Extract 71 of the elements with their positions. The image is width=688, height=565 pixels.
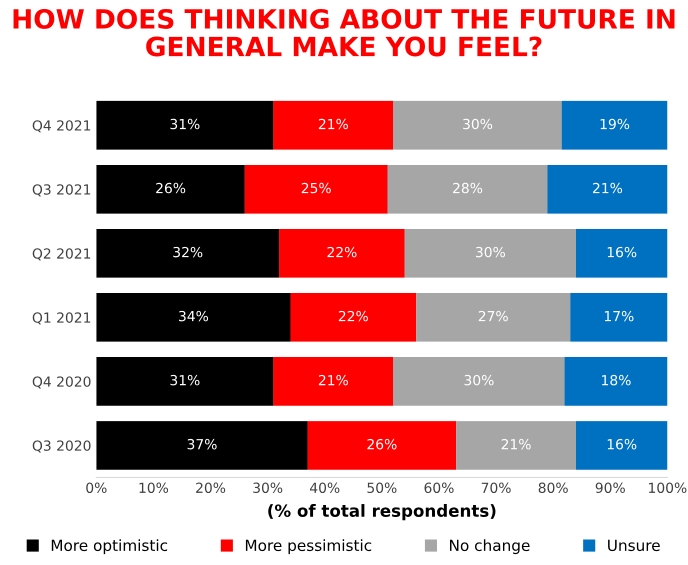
legend-label: More pessimistic (246, 539, 372, 554)
data-label: 19% (600, 118, 630, 130)
chart-title: HOW DOES THINKING ABOUT THE FUTURE IN GENERAL MAKE YOU FEEL? (14, 8, 674, 56)
legend-label: More optimistic (52, 539, 168, 554)
bar (456, 421, 576, 470)
x-axis-title: (% of total respondents) (268, 504, 496, 520)
data-label: 27% (478, 310, 508, 322)
bar (570, 293, 668, 342)
data-label: 31% (170, 374, 200, 386)
data-label: 30% (476, 246, 506, 258)
bar (564, 357, 668, 406)
x-tick-label: 60% (424, 482, 454, 494)
data-label: 31% (170, 118, 200, 130)
legend-label: Unsure (608, 540, 660, 552)
bar (96, 164, 245, 214)
data-label: 21% (318, 118, 348, 130)
bar (290, 293, 416, 342)
x-tick-label: 30% (253, 482, 282, 494)
bar (562, 100, 668, 150)
data-label: 34% (179, 310, 208, 322)
y-tick-label: Q4 2020 (32, 376, 91, 388)
y-tick-label: Q2 2021 (32, 248, 90, 260)
x-tick-label: 50% (367, 482, 397, 494)
data-label: 37% (188, 438, 217, 450)
data-label: 26% (367, 438, 397, 450)
data-label: 17% (604, 310, 634, 322)
x-tick-label: 10% (140, 482, 168, 494)
y-tick-label: Q3 2021 (32, 184, 90, 196)
bar (547, 164, 668, 214)
x-tick-label: 90% (596, 482, 625, 494)
y-tick-label: Q4 2021 (32, 120, 90, 132)
bar (273, 357, 394, 406)
data-label: 30% (464, 374, 494, 386)
data-label: 16% (608, 438, 636, 450)
bar (308, 421, 456, 470)
data-label: 26% (156, 182, 186, 194)
bar (96, 357, 274, 406)
data-label: 16% (608, 246, 636, 258)
x-tick-label: 70% (482, 482, 511, 494)
bar (393, 100, 562, 150)
bar (404, 228, 576, 278)
data-label: 30% (463, 118, 492, 130)
y-tick-label: Q3 2020 (32, 440, 91, 452)
bar (96, 421, 308, 470)
bar (96, 100, 274, 150)
bar (416, 293, 570, 342)
bar (576, 421, 668, 470)
data-label: 21% (502, 438, 531, 450)
data-label: 22% (327, 246, 357, 258)
x-tick-label: 80% (538, 482, 568, 494)
bar (576, 228, 668, 278)
data-label: 25% (302, 182, 331, 194)
y-tick-label: Q1 2021 (32, 312, 90, 324)
data-label: 32% (173, 246, 202, 258)
x-tick-label: 100% (649, 482, 686, 494)
data-label: 21% (592, 182, 622, 194)
bar (393, 357, 565, 406)
bar (96, 228, 280, 278)
x-tick-label: 20% (196, 482, 226, 494)
bar (279, 228, 405, 278)
data-label: 28% (453, 182, 482, 194)
bar (273, 100, 394, 150)
bar (96, 293, 290, 342)
bar (244, 164, 388, 214)
bar (388, 164, 548, 214)
x-tick-label: 0% (86, 482, 107, 494)
data-label: 21% (318, 374, 348, 386)
data-label: 22% (338, 310, 368, 322)
data-label: 18% (602, 374, 631, 386)
x-tick-label: 40% (310, 482, 340, 494)
legend-label: No change (450, 539, 530, 554)
